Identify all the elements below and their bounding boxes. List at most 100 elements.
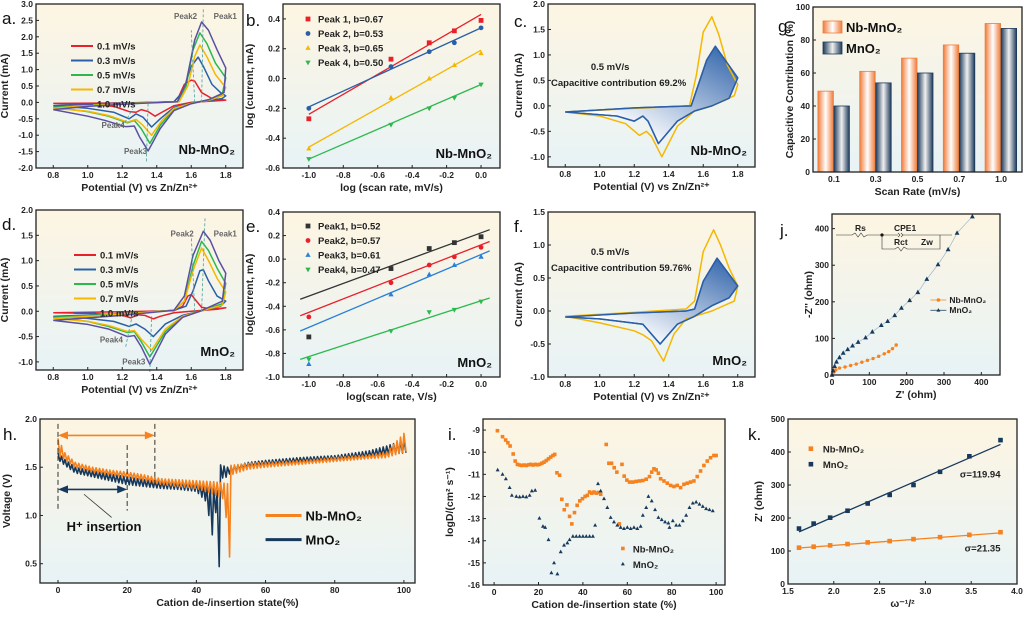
x-tick-label: 0.0: [475, 170, 487, 180]
data-point: [575, 503, 579, 508]
legend-label: 0.5 mV/s: [97, 71, 136, 82]
y-tick-label: 2.5: [21, 15, 33, 25]
x-tick-label: 60: [623, 587, 633, 597]
y-axis-title: Current (mA): [0, 54, 11, 119]
data-point: [604, 442, 609, 447]
legend-swatch: [822, 20, 843, 34]
panel-label: c.: [514, 12, 527, 31]
y-tick-label: 1.5: [25, 462, 37, 472]
y-axis-title: logD/(cm² s⁻¹): [444, 467, 456, 537]
x-tick-label: 1.2: [116, 372, 128, 382]
y-tick-label: -16: [468, 580, 481, 590]
legend-label: Peak2, b=0.57: [318, 236, 381, 247]
data-point: [478, 299, 484, 305]
fit-line: [798, 532, 1001, 549]
data-point: [587, 490, 592, 494]
equivalent-circuit-inset: Rs CPE1 Rct Zw: [836, 223, 952, 252]
data-point: [542, 460, 546, 464]
x-tick-label: 0: [56, 585, 61, 595]
data-point: [306, 116, 312, 122]
data-point: [628, 526, 633, 530]
y-tick-label: 40: [801, 101, 811, 111]
data-point: [478, 82, 484, 88]
data-point: [478, 253, 484, 259]
y-axis-title: Current (mA): [0, 258, 11, 323]
x-tick-label: 1.0: [82, 170, 94, 180]
data-point: [388, 122, 394, 128]
data-point: [845, 541, 850, 547]
x-tick-label: 100: [862, 377, 876, 387]
data-point: [945, 246, 951, 252]
circuit-label: CPE1: [894, 223, 916, 233]
data-point: [515, 462, 520, 467]
y-tick-label: -14: [468, 536, 481, 546]
data-point: [511, 452, 515, 456]
data-point: [609, 461, 614, 466]
x-tick-label: 40: [192, 585, 202, 595]
peak-guide: [190, 235, 196, 312]
data-point: [478, 25, 484, 31]
data-point: [796, 526, 802, 531]
bar: [1000, 28, 1017, 173]
x-tick-label: 1.8: [220, 372, 232, 382]
legend-marker: [305, 31, 311, 36]
legend-marker: [621, 546, 625, 551]
x-tick-label: 0: [492, 587, 497, 597]
data-point: [615, 470, 619, 474]
data-point: [890, 346, 895, 351]
legend-label: Nb-MnO₂: [823, 445, 864, 456]
plot-frame: [787, 418, 1018, 585]
y-axis-title: Current (mA): [513, 53, 525, 118]
data-point: [678, 485, 683, 490]
data-point: [583, 494, 587, 499]
axes: 0.8 1.0 1.2 1.4 1.6 1.8 -1.0 -0.5 0.0 0.5 1.0 1.5 2.…: [513, 0, 756, 193]
y-axis-title: Z' (ohm): [753, 481, 765, 522]
data-point: [854, 362, 858, 366]
data-point: [540, 461, 544, 466]
legend-label: Nb-MnO₂: [633, 544, 674, 555]
x-tick-label: 1.4: [151, 372, 163, 382]
data-point: [528, 462, 533, 467]
data-point: [796, 545, 802, 550]
x-axis-title: log (scan rate, mV/s): [340, 182, 443, 194]
y-tick-label: 400: [815, 224, 829, 234]
bar: [901, 57, 918, 173]
panel-label: f.: [514, 217, 523, 236]
data-point: [451, 254, 457, 260]
data-point: [574, 534, 579, 538]
x-tick-label: 0.8: [47, 372, 59, 382]
data-point: [834, 368, 838, 372]
data-point: [596, 481, 600, 486]
data-point: [517, 463, 522, 467]
fit-line: [299, 250, 490, 332]
data-point: [306, 157, 312, 162]
data-point: [388, 291, 394, 297]
data-point: [684, 513, 689, 517]
capacitive-contribution-label: Capacitive contribution 69.2%: [551, 78, 687, 89]
sigma-label: σ=21.35: [965, 544, 1002, 555]
range-arrow-head: [144, 431, 155, 440]
peak-guide: [121, 108, 133, 128]
data-point: [967, 532, 972, 538]
data-point: [620, 462, 624, 467]
x-tick-label: -1.0: [302, 170, 317, 180]
data-point: [584, 534, 589, 538]
data-point: [649, 498, 654, 503]
bar: [833, 105, 850, 173]
data-point: [537, 462, 542, 467]
data-point: [478, 234, 484, 240]
y-tick-label: 1.5: [21, 48, 33, 58]
cpe-symbol: [897, 232, 901, 238]
data-point: [915, 289, 921, 295]
data-point: [451, 40, 457, 46]
x-tick-label: 1.0: [82, 372, 94, 382]
y-tick-label: -0.6: [265, 325, 280, 335]
peak-guide: [149, 316, 152, 373]
peak-guide: [190, 30, 196, 103]
plot-frame: [547, 211, 756, 378]
legend-label: Peak4, b=0.47: [318, 265, 381, 276]
y-axis-title: Capacitive Contribution (%): [784, 21, 796, 159]
x-tick-label: -0.4: [405, 170, 420, 180]
sample-label: Nb-MnO₂: [691, 143, 748, 158]
y-tick-label: -0.6: [265, 163, 280, 173]
